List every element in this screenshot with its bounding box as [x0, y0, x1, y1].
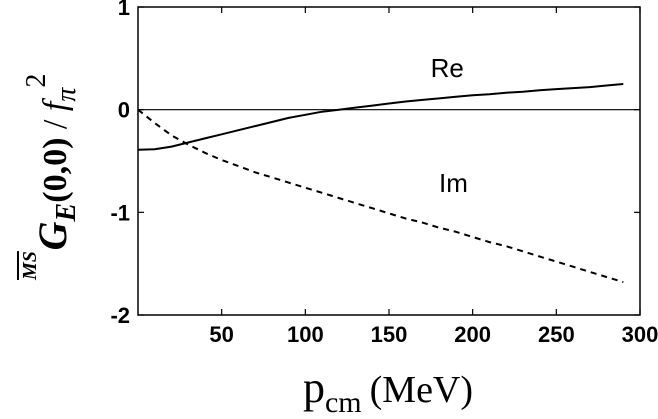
x-tick-label: 200 [454, 322, 491, 347]
x-axis-label: pcm (MeV) [303, 363, 473, 419]
series-im-line [137, 108, 624, 284]
y-axis-label-group: GE(0,0) / fπ2 MS [19, 74, 82, 281]
axis-labels: pcm (MeV) GE(0,0) / fπ2 MS [19, 74, 473, 419]
y-axis-label-sup: MS [19, 251, 41, 281]
y-tick-label: 1 [118, 0, 130, 20]
x-tick-label: 100 [287, 322, 324, 347]
y-tick-label: 0 [118, 98, 130, 123]
y-axis-label: GE(0,0) / fπ2 [21, 74, 82, 251]
series-im-label: Im [439, 168, 468, 198]
x-tick-label: 50 [209, 322, 233, 347]
series-re-line [137, 83, 624, 151]
x-tick-label: 300 [622, 322, 658, 347]
x-tick-label: 150 [371, 322, 408, 347]
y-tick-label: -2 [110, 303, 130, 328]
plot-area: 50 100 150 200 250 300 1 0 -1 -2 Re Im [110, 0, 658, 347]
series-re-label: Re [431, 53, 464, 83]
x-tick-label: 250 [538, 322, 575, 347]
plot-frame [137, 6, 641, 316]
y-tick-label: -1 [110, 200, 130, 225]
